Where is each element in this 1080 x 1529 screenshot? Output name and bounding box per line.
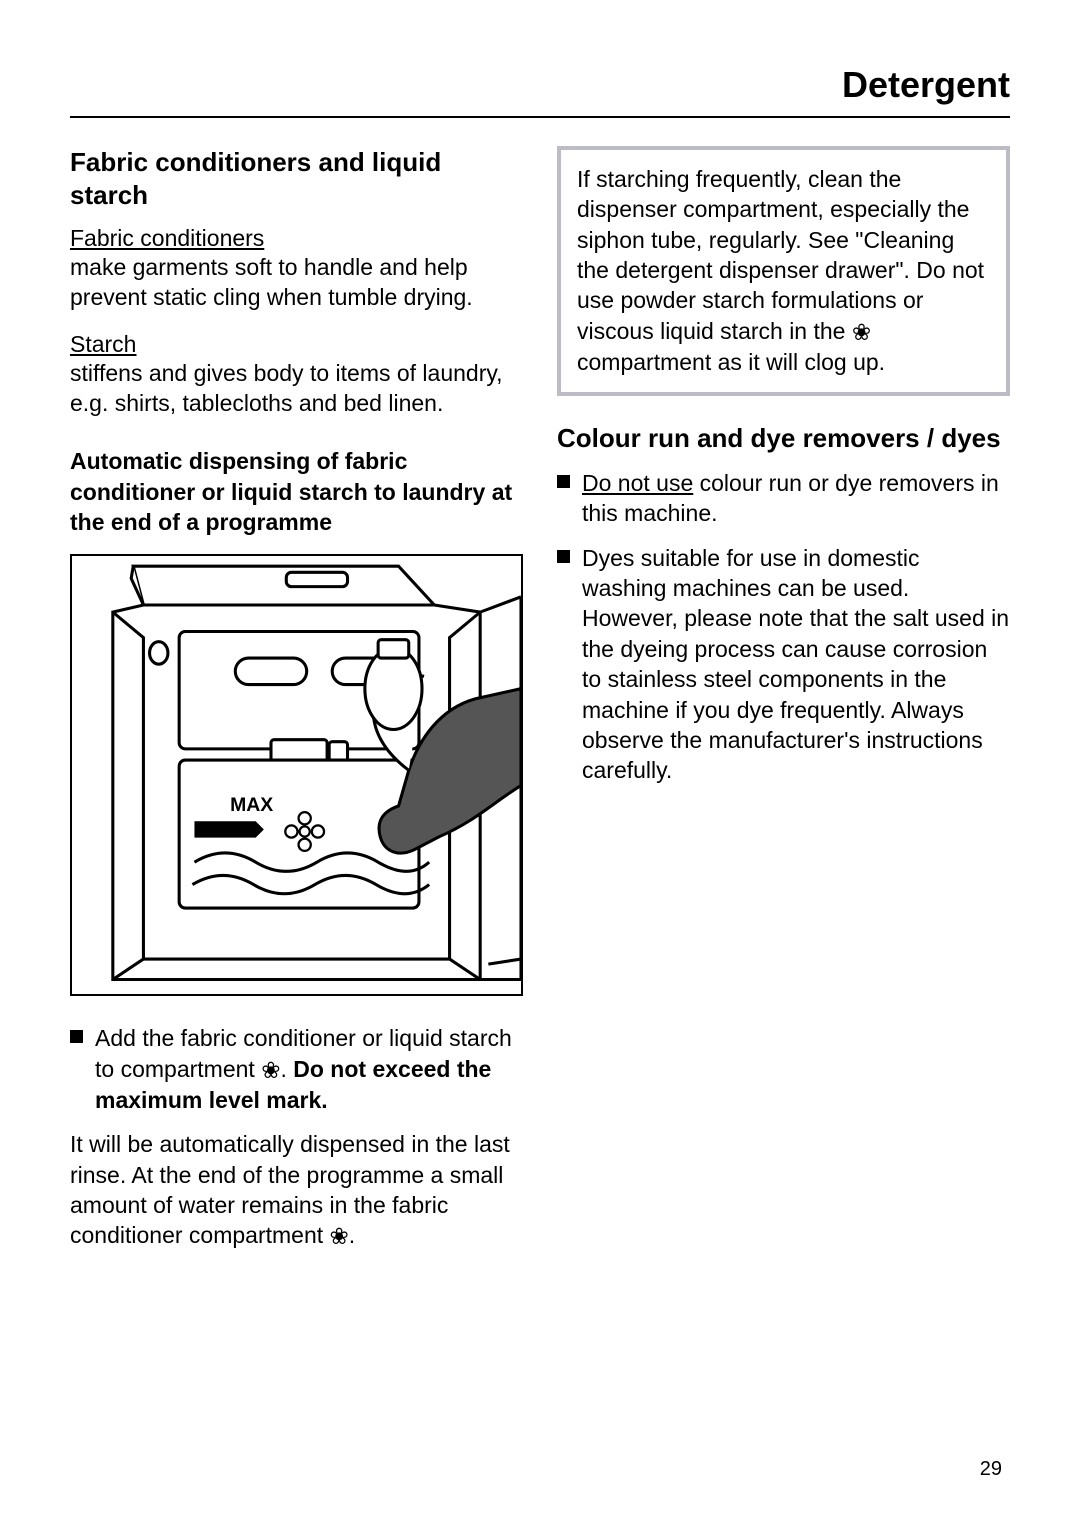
bullet-square-icon	[70, 1030, 83, 1043]
flower-icon: ❀	[852, 319, 871, 345]
flower-icon: ❀	[261, 1057, 280, 1083]
bullet-add-conditioner-text: Add the fabric conditioner or liquid sta…	[95, 1023, 523, 1115]
dispenser-drawer-figure: MAX	[70, 554, 523, 997]
starch-label: Starch	[70, 331, 523, 358]
auto-dispense-explainer: It will be automatically dispensed in th…	[70, 1129, 523, 1251]
section-heading-colour-run: Colour run and dye removers / dyes	[557, 422, 1010, 455]
starch-block: Starch stiffens and gives body to items …	[70, 331, 523, 419]
auto-dispensing-heading: Automatic dispensing of fabric condition…	[70, 446, 523, 537]
figure-max-label: MAX	[230, 794, 273, 816]
starch-cleaning-note-text: If starching frequently, clean the dispe…	[577, 164, 990, 378]
bullet-dyes-suitable: Dyes suitable for use in domestic washin…	[557, 543, 1010, 786]
flower-icon: ❀	[330, 1223, 349, 1249]
two-column-layout: Fabric conditioners and liquid starch Fa…	[70, 146, 1010, 1270]
starch-cleaning-note: If starching frequently, clean the dispe…	[557, 146, 1010, 396]
section-heading-fabric: Fabric conditioners and liquid starch	[70, 146, 523, 211]
fabric-conditioners-text: make garments soft to handle and help pr…	[70, 254, 473, 310]
bullet-do-not-use: Do not use colour run or dye removers in…	[557, 468, 1010, 529]
starch-text: stiffens and gives body to items of laun…	[70, 360, 503, 416]
fabric-conditioners-label: Fabric conditioners	[70, 225, 523, 252]
left-column: Fabric conditioners and liquid starch Fa…	[70, 146, 523, 1270]
bullet-add-conditioner: Add the fabric conditioner or liquid sta…	[70, 1023, 523, 1115]
page-number: 29	[980, 1458, 1002, 1481]
page-header: Detergent	[70, 64, 1010, 116]
bullet-square-icon	[557, 550, 570, 563]
fabric-conditioners-block: Fabric conditioners make garments soft t…	[70, 225, 523, 313]
bullet-dyes-suitable-text: Dyes suitable for use in domestic washin…	[582, 543, 1010, 786]
header-rule	[70, 116, 1010, 118]
bullet-do-not-use-text: Do not use colour run or dye removers in…	[582, 468, 1010, 529]
right-column: If starching frequently, clean the dispe…	[557, 146, 1010, 1270]
bullet-square-icon	[557, 475, 570, 488]
